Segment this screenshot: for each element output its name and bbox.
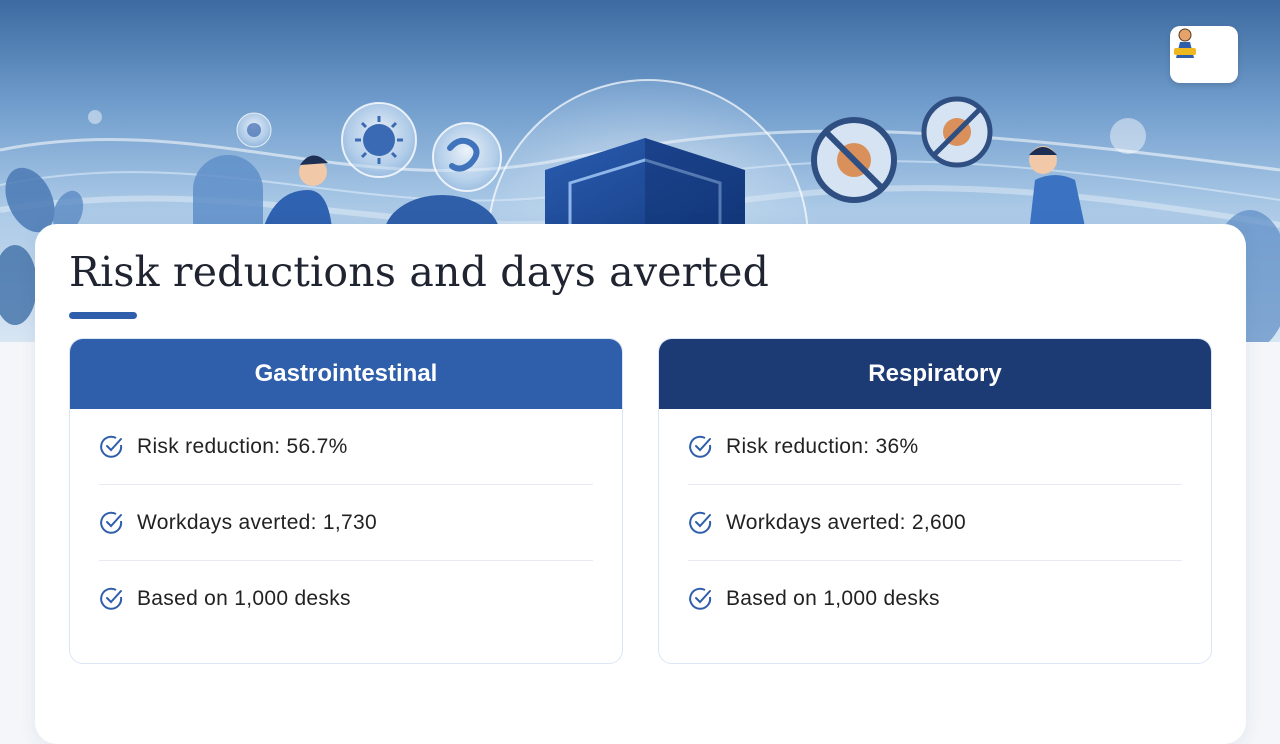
check-circle-icon: [689, 435, 712, 458]
list-item: Workdays averted: 2,600: [688, 485, 1182, 561]
list-item: Workdays averted: 1,730: [99, 485, 593, 561]
no-virus-icon: [811, 96, 993, 203]
panel-title: Respiratory: [868, 360, 1002, 387]
content-card: Risk reductions and days averted Gastroi…: [35, 224, 1246, 744]
bacteria-bubble-icon: [432, 122, 502, 192]
title-underline: [69, 312, 137, 319]
panel-gastrointestinal: Gastrointestinal Risk reduction: 56.7% W…: [69, 338, 623, 664]
check-circle-icon: [689, 511, 712, 534]
panel-title: Gastrointestinal: [254, 360, 438, 387]
item-text: Based on 1,000 desks: [726, 587, 940, 610]
list-item: Based on 1,000 desks: [688, 561, 1182, 637]
item-text: Based on 1,000 desks: [137, 587, 351, 610]
check-circle-icon: [100, 435, 123, 458]
list-item: Based on 1,000 desks: [99, 561, 593, 637]
page-title: Risk reductions and days averted: [69, 248, 770, 296]
item-text: Risk reduction: 36%: [726, 434, 919, 458]
panel-respiratory: Respiratory Risk reduction: 36% Workdays…: [658, 338, 1212, 664]
logo-badge[interactable]: [1170, 26, 1238, 83]
virus-bubble-icon: [236, 112, 272, 148]
check-circle-icon: [689, 587, 712, 610]
panel-header: Gastrointestinal: [70, 339, 622, 409]
list-item: Risk reduction: 56.7%: [99, 409, 593, 485]
check-circle-icon: [100, 587, 123, 610]
list-item: Risk reduction: 36%: [688, 409, 1182, 485]
check-circle-icon: [100, 511, 123, 534]
item-text: Workdays averted: 1,730: [137, 510, 377, 534]
shield-icon: [545, 138, 745, 252]
item-text: Workdays averted: 2,600: [726, 510, 966, 534]
panel-header: Respiratory: [659, 339, 1211, 409]
mascot-logo-icon: [1174, 28, 1196, 58]
item-text: Risk reduction: 56.7%: [137, 434, 348, 458]
